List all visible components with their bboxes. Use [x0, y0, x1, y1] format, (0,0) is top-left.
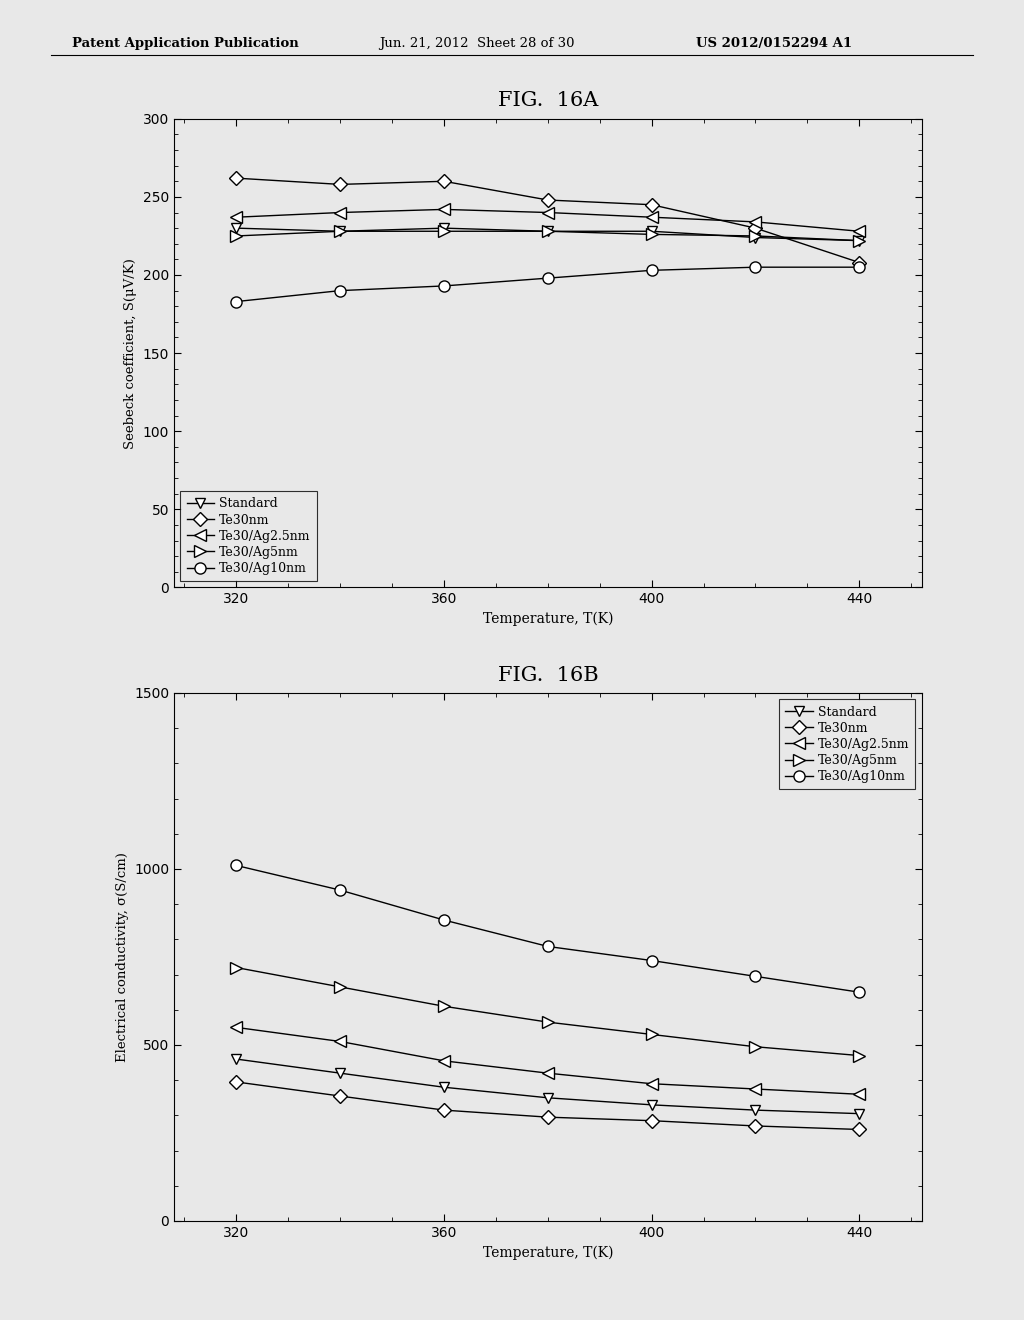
- Te30nm: [750, 1118, 762, 1134]
- Te30/Ag10nm: [750, 969, 762, 985]
- Te30/Ag2.5nm: [438, 1053, 451, 1069]
- Line: Standard: Standard: [231, 223, 864, 246]
- Te30/Ag5nm: [853, 232, 865, 248]
- Te30/Ag5nm: [645, 1027, 657, 1043]
- Te30/Ag2.5nm: [230, 210, 243, 226]
- Te30/Ag2.5nm: [645, 1076, 657, 1092]
- Line: Te30/Ag10nm: Te30/Ag10nm: [230, 859, 865, 998]
- Line: Te30/Ag5nm: Te30/Ag5nm: [230, 962, 865, 1061]
- Te30/Ag5nm: [750, 228, 762, 244]
- Te30/Ag5nm: [438, 998, 451, 1014]
- Line: Te30/Ag2.5nm: Te30/Ag2.5nm: [230, 1022, 865, 1100]
- Te30nm: [438, 173, 451, 189]
- Te30/Ag10nm: [750, 259, 762, 275]
- Line: Te30/Ag10nm: Te30/Ag10nm: [230, 261, 865, 308]
- Standard: [853, 1106, 865, 1122]
- Legend: Standard, Te30nm, Te30/Ag2.5nm, Te30/Ag5nm, Te30/Ag10nm: Standard, Te30nm, Te30/Ag2.5nm, Te30/Ag5…: [779, 700, 915, 789]
- Te30/Ag2.5nm: [750, 1081, 762, 1097]
- Standard: [853, 232, 865, 248]
- Standard: [645, 223, 657, 239]
- Standard: [438, 220, 451, 236]
- Te30/Ag5nm: [750, 1039, 762, 1055]
- X-axis label: Temperature, T(K): Temperature, T(K): [482, 1245, 613, 1259]
- Te30nm: [334, 1088, 346, 1104]
- Te30/Ag2.5nm: [438, 202, 451, 218]
- Te30/Ag10nm: [645, 953, 657, 969]
- Te30nm: [230, 1074, 243, 1090]
- Line: Te30nm: Te30nm: [231, 1077, 864, 1134]
- Te30/Ag2.5nm: [750, 214, 762, 230]
- Te30/Ag10nm: [334, 882, 346, 898]
- Standard: [542, 223, 554, 239]
- Te30/Ag10nm: [542, 939, 554, 954]
- Y-axis label: Electrical conductivity, σ(S/cm): Electrical conductivity, σ(S/cm): [116, 853, 129, 1061]
- Te30nm: [334, 177, 346, 193]
- Te30/Ag2.5nm: [542, 205, 554, 220]
- Te30/Ag5nm: [334, 979, 346, 995]
- Te30/Ag5nm: [230, 960, 243, 975]
- Te30nm: [750, 220, 762, 236]
- Line: Te30/Ag2.5nm: Te30/Ag2.5nm: [230, 203, 865, 236]
- Text: Jun. 21, 2012  Sheet 28 of 30: Jun. 21, 2012 Sheet 28 of 30: [379, 37, 574, 50]
- Te30/Ag10nm: [542, 271, 554, 286]
- Te30nm: [438, 1102, 451, 1118]
- Te30/Ag10nm: [853, 985, 865, 1001]
- Standard: [750, 230, 762, 246]
- Te30/Ag5nm: [542, 1014, 554, 1030]
- Te30/Ag10nm: [853, 259, 865, 275]
- Standard: [334, 223, 346, 239]
- Te30/Ag2.5nm: [853, 223, 865, 239]
- Te30nm: [853, 255, 865, 271]
- Standard: [334, 1065, 346, 1081]
- Text: US 2012/0152294 A1: US 2012/0152294 A1: [696, 37, 852, 50]
- Te30/Ag5nm: [230, 228, 243, 244]
- Te30/Ag10nm: [645, 263, 657, 279]
- Y-axis label: Seebeck coefficient, S(μV/K): Seebeck coefficient, S(μV/K): [124, 257, 137, 449]
- Line: Standard: Standard: [231, 1055, 864, 1118]
- Te30/Ag5nm: [542, 223, 554, 239]
- Te30/Ag5nm: [645, 227, 657, 243]
- Te30/Ag5nm: [853, 1048, 865, 1064]
- Te30nm: [230, 170, 243, 186]
- Standard: [750, 1102, 762, 1118]
- Te30/Ag2.5nm: [853, 1086, 865, 1102]
- Standard: [230, 220, 243, 236]
- Line: Te30nm: Te30nm: [231, 173, 864, 268]
- Te30/Ag2.5nm: [334, 1034, 346, 1049]
- Te30nm: [853, 1122, 865, 1138]
- X-axis label: Temperature, T(K): Temperature, T(K): [482, 611, 613, 626]
- Te30nm: [645, 197, 657, 213]
- Te30/Ag10nm: [230, 858, 243, 874]
- Standard: [542, 1090, 554, 1106]
- Te30/Ag10nm: [438, 912, 451, 928]
- Text: FIG.  16B: FIG. 16B: [498, 667, 598, 685]
- Te30nm: [645, 1113, 657, 1129]
- Text: Patent Application Publication: Patent Application Publication: [72, 37, 298, 50]
- Standard: [230, 1051, 243, 1067]
- Text: FIG.  16A: FIG. 16A: [498, 91, 598, 110]
- Line: Te30/Ag5nm: Te30/Ag5nm: [230, 226, 865, 247]
- Te30/Ag10nm: [438, 279, 451, 294]
- Te30/Ag2.5nm: [230, 1019, 243, 1035]
- Legend: Standard, Te30nm, Te30/Ag2.5nm, Te30/Ag5nm, Te30/Ag10nm: Standard, Te30nm, Te30/Ag2.5nm, Te30/Ag5…: [180, 491, 316, 581]
- Te30nm: [542, 1109, 554, 1125]
- Te30/Ag2.5nm: [542, 1065, 554, 1081]
- Te30nm: [542, 193, 554, 209]
- Te30/Ag10nm: [230, 293, 243, 309]
- Te30/Ag10nm: [334, 282, 346, 298]
- Te30/Ag5nm: [334, 223, 346, 239]
- Te30/Ag2.5nm: [645, 210, 657, 226]
- Standard: [645, 1097, 657, 1113]
- Standard: [438, 1080, 451, 1096]
- Te30/Ag5nm: [438, 223, 451, 239]
- Te30/Ag2.5nm: [334, 205, 346, 220]
